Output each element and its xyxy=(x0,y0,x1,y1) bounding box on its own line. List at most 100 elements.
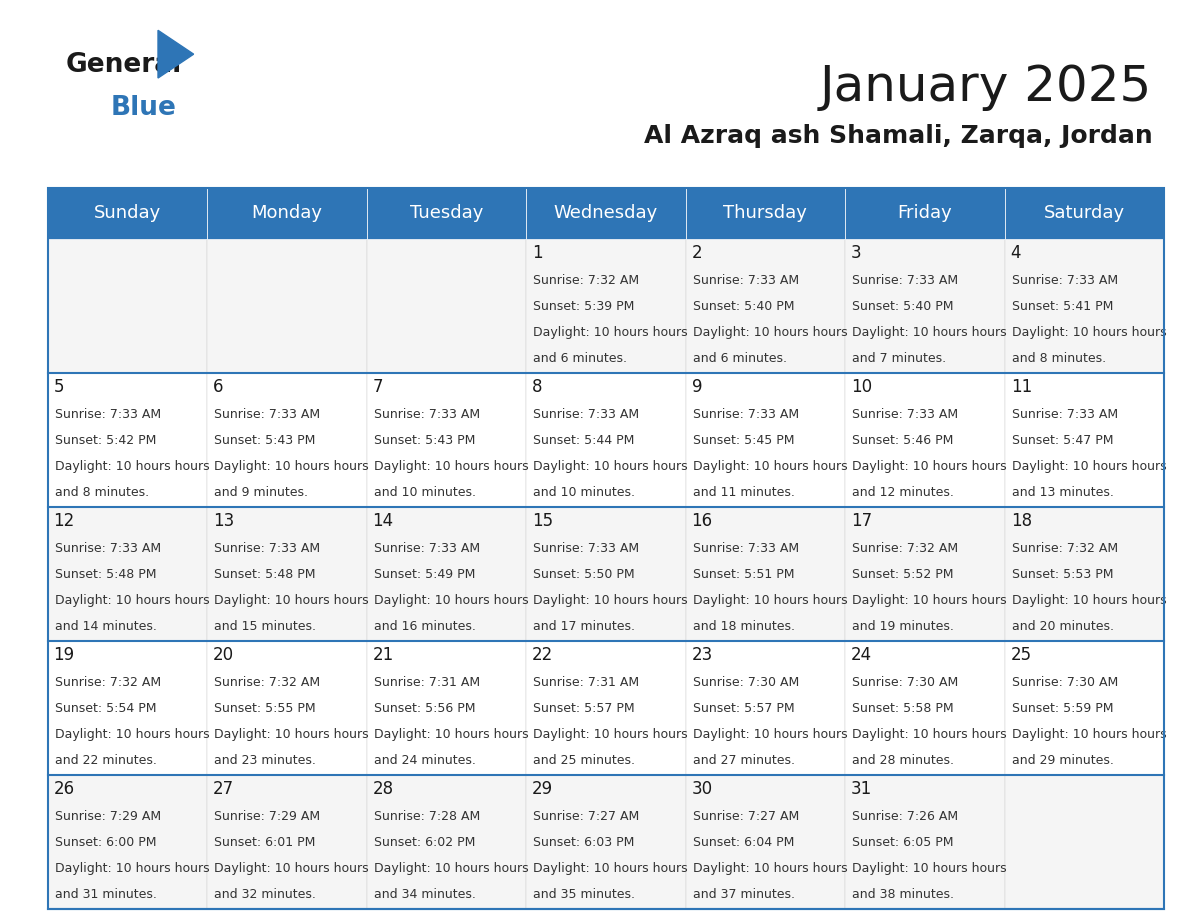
Bar xyxy=(685,641,845,775)
Text: Sunrise: 7:33 AM: Sunrise: 7:33 AM xyxy=(374,408,480,420)
Text: Sunrise: 7:33 AM: Sunrise: 7:33 AM xyxy=(374,542,480,554)
Text: Sunrise: 7:27 AM: Sunrise: 7:27 AM xyxy=(693,810,800,823)
Text: Daylight: 10 hours hours: Daylight: 10 hours hours xyxy=(55,728,209,741)
Text: Sunrise: 7:30 AM: Sunrise: 7:30 AM xyxy=(1012,676,1118,688)
Text: and 12 minutes.: and 12 minutes. xyxy=(852,487,954,499)
Text: Sunset: 5:58 PM: Sunset: 5:58 PM xyxy=(852,702,954,715)
Text: Sunrise: 7:30 AM: Sunrise: 7:30 AM xyxy=(693,676,800,688)
Text: Daylight: 10 hours hours: Daylight: 10 hours hours xyxy=(533,728,688,741)
Text: Sunset: 5:43 PM: Sunset: 5:43 PM xyxy=(214,434,316,447)
Text: and 8 minutes.: and 8 minutes. xyxy=(1012,353,1106,365)
Text: 16: 16 xyxy=(691,512,713,531)
Text: 2: 2 xyxy=(691,244,702,263)
Text: Daylight: 10 hours hours: Daylight: 10 hours hours xyxy=(374,594,529,607)
Bar xyxy=(845,239,1005,373)
Text: Al Azraq ash Shamali, Zarqa, Jordan: Al Azraq ash Shamali, Zarqa, Jordan xyxy=(644,124,1152,148)
Text: 4: 4 xyxy=(1011,244,1022,263)
Text: and 9 minutes.: and 9 minutes. xyxy=(214,487,308,499)
Text: Sunset: 5:47 PM: Sunset: 5:47 PM xyxy=(1012,434,1113,447)
Text: Sunset: 5:48 PM: Sunset: 5:48 PM xyxy=(214,568,316,581)
Text: and 10 minutes.: and 10 minutes. xyxy=(374,487,475,499)
Text: Daylight: 10 hours hours: Daylight: 10 hours hours xyxy=(693,594,847,607)
Text: Sunset: 5:41 PM: Sunset: 5:41 PM xyxy=(1012,300,1113,313)
Text: Sunrise: 7:32 AM: Sunrise: 7:32 AM xyxy=(533,274,639,286)
Text: Sunset: 5:44 PM: Sunset: 5:44 PM xyxy=(533,434,634,447)
Text: and 20 minutes.: and 20 minutes. xyxy=(1012,621,1114,633)
Text: Blue: Blue xyxy=(110,95,176,121)
Text: and 11 minutes.: and 11 minutes. xyxy=(693,487,795,499)
Text: and 8 minutes.: and 8 minutes. xyxy=(55,487,148,499)
Text: Sunset: 5:42 PM: Sunset: 5:42 PM xyxy=(55,434,156,447)
Text: Daylight: 10 hours hours: Daylight: 10 hours hours xyxy=(55,862,209,875)
Text: Daylight: 10 hours hours: Daylight: 10 hours hours xyxy=(852,728,1007,741)
Text: Sunset: 6:03 PM: Sunset: 6:03 PM xyxy=(533,836,634,849)
Text: Daylight: 10 hours hours: Daylight: 10 hours hours xyxy=(374,460,529,473)
Text: 11: 11 xyxy=(1011,378,1032,397)
Bar xyxy=(526,373,685,507)
Text: Daylight: 10 hours hours: Daylight: 10 hours hours xyxy=(852,326,1007,339)
Text: Sunset: 6:04 PM: Sunset: 6:04 PM xyxy=(693,836,794,849)
Bar xyxy=(845,188,1005,239)
Bar xyxy=(526,239,685,373)
Text: 7: 7 xyxy=(373,378,383,397)
Text: Sunrise: 7:33 AM: Sunrise: 7:33 AM xyxy=(533,408,639,420)
Text: 24: 24 xyxy=(851,646,872,665)
Text: Daylight: 10 hours hours: Daylight: 10 hours hours xyxy=(693,326,847,339)
Text: and 17 minutes.: and 17 minutes. xyxy=(533,621,636,633)
Text: and 25 minutes.: and 25 minutes. xyxy=(533,755,636,767)
Bar xyxy=(526,188,685,239)
Bar xyxy=(526,507,685,641)
Text: and 28 minutes.: and 28 minutes. xyxy=(852,755,954,767)
Text: Sunrise: 7:33 AM: Sunrise: 7:33 AM xyxy=(852,274,959,286)
Text: Sunset: 5:39 PM: Sunset: 5:39 PM xyxy=(533,300,634,313)
Text: Sunrise: 7:31 AM: Sunrise: 7:31 AM xyxy=(374,676,480,688)
Text: Daylight: 10 hours hours: Daylight: 10 hours hours xyxy=(533,594,688,607)
Text: Daylight: 10 hours hours: Daylight: 10 hours hours xyxy=(214,460,368,473)
Bar xyxy=(367,641,526,775)
Text: 13: 13 xyxy=(213,512,234,531)
Text: Sunrise: 7:33 AM: Sunrise: 7:33 AM xyxy=(214,542,321,554)
Text: Daylight: 10 hours hours: Daylight: 10 hours hours xyxy=(533,460,688,473)
Bar xyxy=(1005,239,1164,373)
Text: and 32 minutes.: and 32 minutes. xyxy=(214,889,316,901)
Text: Sunrise: 7:32 AM: Sunrise: 7:32 AM xyxy=(1012,542,1118,554)
Text: 3: 3 xyxy=(851,244,861,263)
Text: and 37 minutes.: and 37 minutes. xyxy=(693,889,795,901)
Text: Sunrise: 7:27 AM: Sunrise: 7:27 AM xyxy=(533,810,639,823)
Text: 19: 19 xyxy=(53,646,75,665)
Text: 21: 21 xyxy=(373,646,393,665)
Text: 12: 12 xyxy=(53,512,75,531)
Text: 8: 8 xyxy=(532,378,543,397)
Text: Daylight: 10 hours hours: Daylight: 10 hours hours xyxy=(214,728,368,741)
Text: Daylight: 10 hours hours: Daylight: 10 hours hours xyxy=(533,326,688,339)
Text: and 18 minutes.: and 18 minutes. xyxy=(693,621,795,633)
Bar xyxy=(1005,373,1164,507)
Text: 6: 6 xyxy=(213,378,223,397)
Text: and 34 minutes.: and 34 minutes. xyxy=(374,889,475,901)
Bar xyxy=(367,775,526,909)
Bar xyxy=(207,188,367,239)
Bar xyxy=(48,373,207,507)
Bar xyxy=(845,775,1005,909)
Bar xyxy=(48,507,207,641)
Text: Sunrise: 7:26 AM: Sunrise: 7:26 AM xyxy=(852,810,959,823)
Text: Daylight: 10 hours hours: Daylight: 10 hours hours xyxy=(55,594,209,607)
Polygon shape xyxy=(158,30,194,78)
Text: 31: 31 xyxy=(851,780,872,799)
Text: Sunset: 5:54 PM: Sunset: 5:54 PM xyxy=(55,702,156,715)
Text: Sunrise: 7:32 AM: Sunrise: 7:32 AM xyxy=(55,676,160,688)
Text: Sunset: 6:02 PM: Sunset: 6:02 PM xyxy=(374,836,475,849)
Text: Daylight: 10 hours hours: Daylight: 10 hours hours xyxy=(852,460,1007,473)
Text: Daylight: 10 hours hours: Daylight: 10 hours hours xyxy=(1012,594,1167,607)
Text: Sunset: 5:48 PM: Sunset: 5:48 PM xyxy=(55,568,156,581)
Text: Sunrise: 7:31 AM: Sunrise: 7:31 AM xyxy=(533,676,639,688)
Text: 27: 27 xyxy=(213,780,234,799)
Text: Sunrise: 7:32 AM: Sunrise: 7:32 AM xyxy=(852,542,959,554)
Text: General: General xyxy=(65,52,182,78)
Text: Sunrise: 7:32 AM: Sunrise: 7:32 AM xyxy=(214,676,321,688)
Text: Sunrise: 7:29 AM: Sunrise: 7:29 AM xyxy=(214,810,321,823)
Text: Sunrise: 7:33 AM: Sunrise: 7:33 AM xyxy=(214,408,321,420)
Bar xyxy=(1005,775,1164,909)
Text: and 24 minutes.: and 24 minutes. xyxy=(374,755,475,767)
Text: Daylight: 10 hours hours: Daylight: 10 hours hours xyxy=(693,728,847,741)
